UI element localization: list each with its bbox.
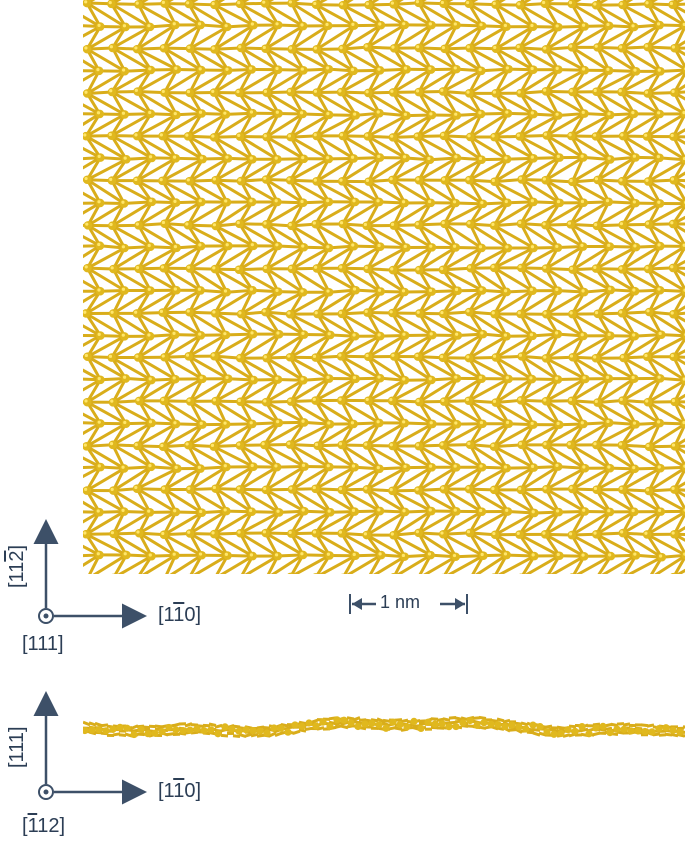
side-out-of-plane-icon — [38, 784, 54, 800]
top-vertical-axis-label: [112] — [6, 544, 28, 588]
side-vertical-axis-label: [111] — [6, 726, 28, 768]
top-out-of-plane-icon — [38, 608, 54, 624]
side-sheet-image — [83, 715, 685, 739]
top-lattice-image — [83, 0, 685, 574]
side-axes — [33, 691, 147, 805]
top-view-lattice — [83, 0, 685, 574]
top-out-of-plane-label: [111] — [22, 633, 64, 655]
side-view-sheet — [83, 705, 685, 755]
top-horizontal-axis-label: [110] — [158, 604, 202, 626]
top-axes — [33, 519, 147, 629]
scale-bar — [349, 594, 468, 614]
side-horizontal-axis-label: [110] — [158, 780, 202, 802]
scale-bar-label: 1 nm — [380, 592, 421, 612]
side-out-of-plane-label: [112] — [22, 815, 66, 837]
